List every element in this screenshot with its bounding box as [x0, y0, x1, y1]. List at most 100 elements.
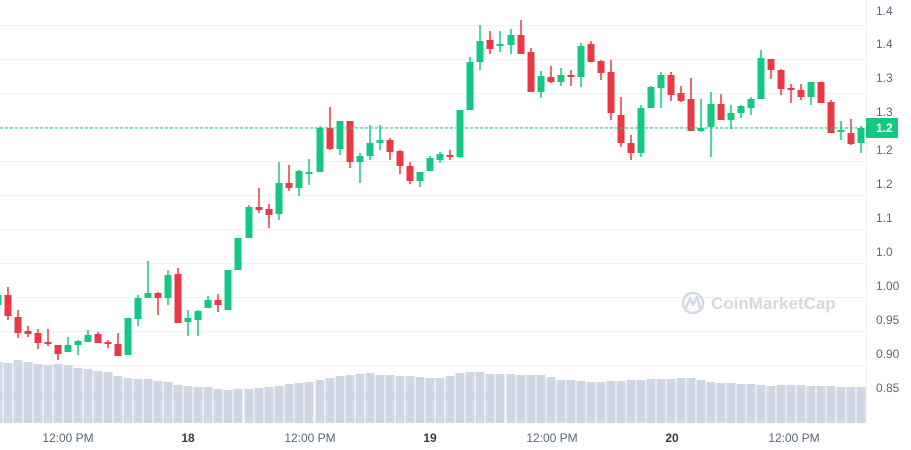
candle	[647, 86, 655, 108]
candle	[797, 84, 805, 100]
candle	[817, 82, 825, 103]
x-tick-label: 12:00 PM	[42, 431, 93, 445]
candle	[224, 270, 232, 310]
candle	[857, 126, 865, 153]
candle	[507, 29, 515, 54]
candle	[707, 92, 715, 157]
candle	[757, 50, 765, 99]
candle	[336, 121, 344, 155]
y-tick-label: 1.4	[876, 37, 893, 51]
candle	[416, 172, 424, 187]
candle	[234, 238, 242, 270]
candle	[84, 330, 92, 342]
candle	[466, 57, 474, 110]
candle	[0, 295, 2, 305]
y-tick-label: 1.1	[876, 211, 893, 225]
volume-bars	[0, 360, 866, 423]
candle	[174, 268, 182, 323]
current-price-badge: 1.2	[866, 118, 898, 138]
candle	[386, 138, 394, 160]
x-axis: 12:00 PM 18 12:00 PM 19 12:00 PM 20 12:00 PM	[42, 431, 819, 445]
y-tick-label: 1.2	[876, 143, 893, 157]
candle	[104, 340, 112, 348]
x-tick-label: 18	[181, 431, 195, 445]
y-tick-label: 1.3	[876, 105, 893, 119]
candle	[255, 188, 263, 213]
candle	[265, 204, 273, 228]
y-tick-label: 1.4	[876, 4, 893, 18]
y-tick-label: 0.85	[876, 381, 900, 395]
candle	[214, 294, 222, 312]
candle	[285, 165, 293, 191]
candle	[807, 82, 815, 105]
candle	[567, 70, 575, 86]
candle	[737, 105, 745, 118]
y-tick-label: 0.90	[876, 347, 900, 361]
candle	[717, 94, 725, 120]
candle	[305, 159, 313, 185]
candle	[847, 119, 855, 145]
y-tick-label: 1.2	[876, 177, 893, 191]
candle	[194, 310, 202, 336]
candle	[44, 329, 52, 346]
candle	[114, 333, 122, 356]
candle	[577, 43, 585, 87]
x-tick-label: 12:00 PM	[284, 431, 335, 445]
candle	[346, 121, 354, 168]
candle	[64, 337, 72, 352]
candle	[637, 105, 645, 157]
candle	[486, 31, 494, 54]
candle	[134, 295, 142, 326]
x-tick-label: 19	[423, 431, 437, 445]
candle	[376, 125, 384, 150]
candle	[547, 66, 555, 83]
candle	[446, 150, 454, 160]
y-tick-label: 1.3	[876, 71, 893, 85]
candle	[184, 310, 192, 336]
candle	[124, 318, 132, 355]
candle	[607, 60, 615, 120]
candle	[537, 71, 545, 98]
candle	[204, 296, 212, 308]
candle	[657, 72, 665, 108]
candle	[245, 205, 253, 238]
candlesticks	[0, 20, 865, 360]
candle	[14, 310, 22, 338]
candle	[94, 332, 102, 343]
candle	[426, 156, 434, 171]
candle	[727, 105, 735, 129]
watermark-text: CoinMarketCap	[711, 294, 836, 313]
candle	[697, 99, 705, 132]
cmc-logo-icon	[684, 295, 702, 309]
candle	[396, 150, 404, 174]
candle	[747, 97, 755, 115]
candle	[557, 68, 565, 86]
x-tick-label: 12:00 PM	[526, 431, 577, 445]
candle	[4, 287, 12, 320]
candle	[24, 326, 32, 337]
candle	[164, 270, 172, 305]
candle	[767, 59, 775, 79]
candle	[34, 329, 42, 349]
x-tick-label: 20	[665, 431, 679, 445]
candle	[154, 292, 162, 315]
candle	[456, 110, 464, 158]
candle	[667, 72, 675, 101]
y-tick-label: 1.0	[876, 245, 893, 259]
candle	[144, 261, 152, 298]
candle	[476, 25, 484, 70]
candle	[517, 20, 525, 54]
candle	[406, 162, 414, 184]
candle	[587, 41, 595, 62]
current-price-label: 1.2	[876, 121, 893, 135]
candle	[74, 340, 82, 355]
candle	[436, 152, 444, 163]
candle	[54, 345, 62, 360]
candle	[527, 48, 535, 92]
candle	[597, 60, 605, 80]
candle	[777, 69, 785, 95]
candle	[295, 170, 303, 196]
y-tick-label: 0.95	[876, 313, 900, 327]
candle	[316, 126, 324, 172]
